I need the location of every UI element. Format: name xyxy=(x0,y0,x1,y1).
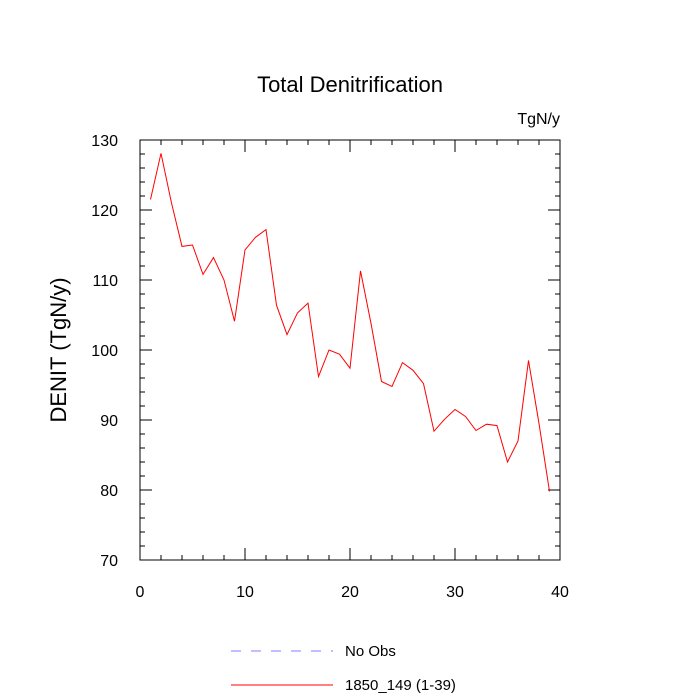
y-axis-label: DENIT (TgN/y) xyxy=(46,277,71,422)
y-tick-label: 100 xyxy=(91,343,118,360)
plot-lines xyxy=(150,153,550,492)
y-tick-label: 90 xyxy=(100,413,118,430)
chart-title: Total Denitrification xyxy=(257,72,443,97)
legend-label: 1850_149 (1-39) xyxy=(345,677,456,694)
y-tick-label: 110 xyxy=(92,273,118,290)
y-tick-label: 70 xyxy=(100,553,118,570)
legend: No Obs 1850_149 (1-39) xyxy=(231,643,456,694)
series-line xyxy=(150,153,550,492)
units-label: TgN/y xyxy=(517,111,560,128)
axes: 0 10 20 30 40 70 80 90 100 110 120 130 xyxy=(91,133,569,601)
legend-label: No Obs xyxy=(345,643,396,660)
x-tick-label: 20 xyxy=(341,584,359,601)
y-tick-label: 80 xyxy=(100,483,118,500)
x-tick-label: 0 xyxy=(136,584,145,601)
x-tick-label: 10 xyxy=(236,584,254,601)
y-tick-label: 120 xyxy=(91,203,118,220)
x-tick-label: 40 xyxy=(551,584,569,601)
x-tick-label: 30 xyxy=(446,584,464,601)
plot-frame xyxy=(139,139,561,561)
y-tick-label: 130 xyxy=(91,133,118,150)
